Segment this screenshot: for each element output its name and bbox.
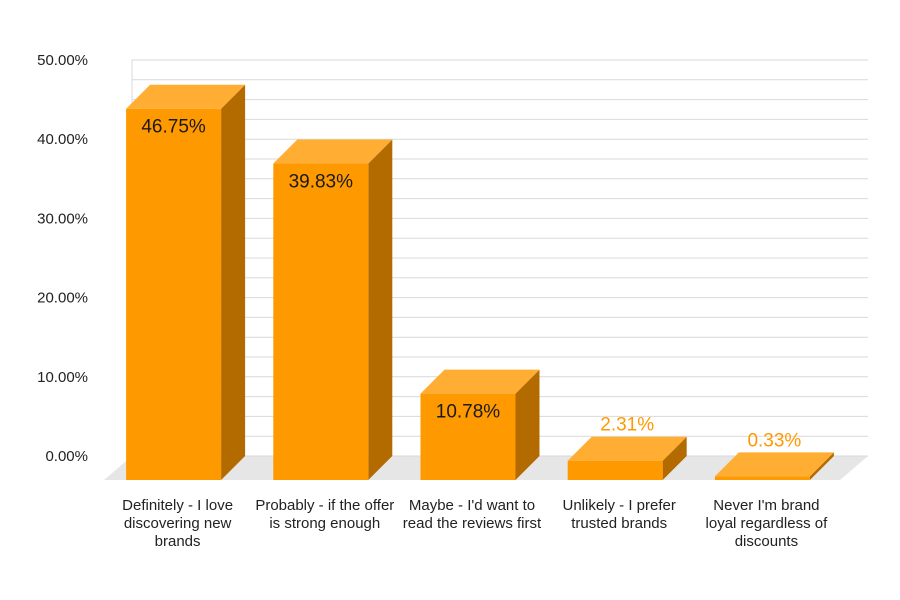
bar-front-face: [126, 108, 222, 481]
bar-front-face: [273, 163, 369, 481]
bar-top-face: [273, 139, 393, 164]
bar-0: [126, 84, 246, 481]
bar-top-face: [714, 452, 834, 477]
bar-3: [567, 436, 687, 480]
bar-side-face: [809, 452, 834, 480]
category-label-never: Never I'm brand loyal regardless of disc…: [705, 497, 828, 550]
bar-front-face: [420, 393, 516, 480]
bar-top-face: [126, 84, 246, 109]
data-label: 39.83%: [289, 172, 354, 193]
bar-side-face: [515, 369, 540, 480]
y-tick-label: 30.00%: [37, 210, 88, 227]
data-label: 10.78%: [436, 402, 501, 423]
y-tick-label: 50.00%: [37, 52, 88, 69]
bar-4: [714, 452, 834, 480]
bar-side-face: [662, 436, 687, 480]
bar-front-face: [714, 476, 810, 480]
data-label: 46.75%: [141, 117, 206, 138]
y-tick-label: 20.00%: [37, 290, 88, 307]
y-tick-label: 40.00%: [37, 131, 88, 148]
bar-2: [420, 369, 540, 480]
category-label-maybe: Maybe - I'd want to read the reviews fir…: [402, 497, 542, 532]
bar-front-face: [567, 460, 663, 480]
y-tick-label: 0.00%: [45, 448, 88, 465]
data-label: 2.31%: [600, 415, 654, 436]
y-tick-label: 10.00%: [37, 369, 88, 386]
data-label: 0.33%: [747, 430, 801, 451]
category-label-definitely: Definitely - I love discovering new bran…: [122, 497, 234, 550]
category-label-unlikely: Unlikely - I prefer trusted brands: [562, 497, 676, 532]
bar-top-face: [420, 369, 540, 394]
category-label-probably: Probably - if the offer is strong enough: [255, 497, 395, 532]
bar-side-face: [368, 139, 393, 481]
bar-top-face: [567, 436, 687, 461]
bar-1: [273, 139, 393, 481]
bar-side-face: [221, 84, 246, 481]
